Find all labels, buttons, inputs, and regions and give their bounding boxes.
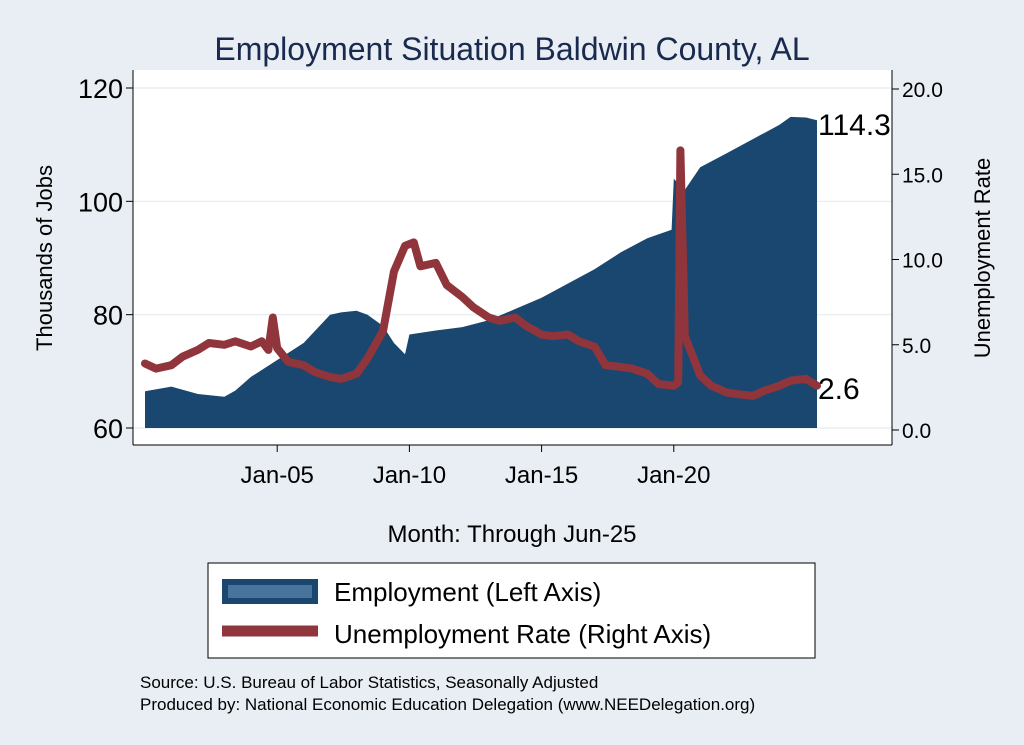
legend-label-unemployment: Unemployment Rate (Right Axis) — [334, 619, 711, 649]
employment-area-layer — [145, 116, 817, 429]
unemployment-end-label: 2.6 — [818, 373, 860, 406]
employment-area — [145, 116, 817, 429]
y-left-tick-label-2: 100 — [78, 187, 123, 217]
y-right-tick-label-2: 10.0 — [902, 250, 943, 273]
x-tick-label-1: Jan-10 — [373, 462, 446, 489]
y-right-tick-label-4: 20.0 — [902, 79, 943, 102]
chart-title: Employment Situation Baldwin County, AL — [214, 31, 809, 67]
axes: 60 80 100 120 0.0 5.0 10.0 15.0 20.0 Jan-05 Jan-10… — [78, 70, 943, 489]
x-tick-label-2: Jan-15 — [505, 462, 578, 489]
y-right-tick-label-1: 5.0 — [902, 335, 931, 358]
y-right-axis-label: Unemployment Rate — [970, 158, 995, 359]
legend-box — [207, 562, 816, 659]
legend-label-employment: Employment (Left Axis) — [334, 577, 601, 607]
x-tick-label-0: Jan-05 — [241, 462, 314, 489]
y-left-tick-label-1: 80 — [93, 301, 123, 331]
unemployment-line-layer — [141, 146, 821, 400]
y-left-axis-label: Thousands of Jobs — [32, 165, 57, 351]
y-left-tick-label-3: 120 — [78, 74, 123, 104]
y-right-tick-label-0: 0.0 — [902, 420, 931, 443]
x-tick-label-3: Jan-20 — [637, 462, 710, 489]
unemployment-line — [141, 146, 821, 400]
legend-swatch-employment-highlight — [228, 585, 312, 598]
employment-end-label: 114.3 — [818, 109, 891, 142]
y-left-tick-label-0: 60 — [93, 414, 123, 444]
producer-note: Produced by: National Economic Education… — [140, 695, 755, 714]
legend: Employment (Left Axis) Unemployment Rate… — [207, 562, 816, 659]
x-axis-label: Month: Through Jun-25 — [387, 521, 636, 548]
y-right-tick-label-3: 15.0 — [902, 164, 943, 187]
source-note: Source: U.S. Bureau of Labor Statistics,… — [140, 673, 598, 692]
